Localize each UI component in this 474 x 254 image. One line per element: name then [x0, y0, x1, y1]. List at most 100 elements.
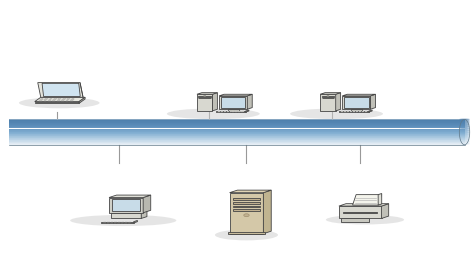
Ellipse shape [459, 144, 470, 145]
Ellipse shape [459, 123, 470, 124]
Polygon shape [378, 194, 382, 205]
Polygon shape [369, 110, 372, 112]
Bar [9, 132, 465, 133]
Circle shape [327, 95, 329, 97]
Bar [41, 98, 44, 99]
Ellipse shape [459, 135, 470, 136]
Polygon shape [229, 190, 271, 193]
Bar [9, 123, 465, 124]
Bar [9, 135, 465, 136]
Ellipse shape [459, 129, 470, 130]
Bar [9, 136, 465, 137]
Polygon shape [219, 94, 252, 96]
Polygon shape [111, 213, 141, 218]
Polygon shape [339, 111, 369, 112]
Bar [72, 98, 74, 99]
Bar [70, 100, 73, 101]
Ellipse shape [459, 130, 470, 131]
Ellipse shape [459, 121, 470, 122]
Polygon shape [247, 94, 252, 109]
Bar [9, 128, 465, 129]
Bar [9, 133, 465, 134]
Ellipse shape [459, 124, 470, 125]
Bar [66, 100, 68, 101]
Polygon shape [228, 109, 239, 111]
Polygon shape [109, 198, 143, 213]
Polygon shape [221, 97, 245, 108]
Polygon shape [353, 195, 382, 205]
Ellipse shape [459, 140, 470, 141]
Ellipse shape [459, 142, 470, 143]
Polygon shape [42, 83, 80, 97]
Bar [9, 140, 465, 141]
Polygon shape [219, 96, 247, 109]
Bar [9, 124, 465, 125]
Bar [40, 99, 43, 100]
Polygon shape [233, 198, 260, 200]
Polygon shape [320, 93, 341, 94]
Polygon shape [344, 97, 368, 108]
Polygon shape [342, 96, 371, 109]
Ellipse shape [459, 137, 470, 138]
Bar [9, 141, 465, 142]
Polygon shape [339, 206, 382, 218]
Bar [53, 99, 56, 100]
Bar [62, 99, 65, 100]
Polygon shape [351, 109, 362, 111]
Polygon shape [233, 209, 260, 211]
Bar [45, 99, 47, 100]
Polygon shape [143, 195, 151, 213]
Ellipse shape [326, 215, 404, 225]
Ellipse shape [215, 230, 278, 240]
Polygon shape [371, 94, 375, 109]
Bar [54, 98, 57, 99]
Ellipse shape [19, 98, 100, 108]
Polygon shape [343, 212, 377, 213]
Polygon shape [35, 102, 79, 103]
Ellipse shape [459, 143, 470, 144]
Bar [61, 100, 64, 101]
Polygon shape [212, 93, 218, 111]
Polygon shape [80, 83, 83, 97]
Polygon shape [216, 111, 246, 112]
Bar [45, 98, 48, 99]
Bar [9, 131, 465, 132]
Bar [9, 122, 465, 123]
Bar [9, 120, 465, 121]
Polygon shape [346, 111, 366, 113]
Polygon shape [109, 195, 151, 198]
Polygon shape [197, 94, 212, 111]
Ellipse shape [459, 132, 470, 133]
Polygon shape [233, 202, 260, 204]
Polygon shape [134, 220, 137, 223]
Ellipse shape [459, 122, 470, 123]
Polygon shape [223, 111, 243, 113]
Bar [9, 144, 465, 145]
Bar [9, 119, 465, 120]
Bar [9, 125, 465, 126]
Ellipse shape [167, 108, 260, 119]
Bar [53, 100, 55, 101]
Circle shape [204, 95, 206, 97]
Polygon shape [264, 190, 271, 234]
Polygon shape [112, 199, 140, 211]
Ellipse shape [459, 120, 470, 121]
Bar [67, 98, 70, 99]
Bar [57, 100, 60, 101]
Bar [9, 126, 465, 127]
Polygon shape [101, 222, 134, 223]
Polygon shape [341, 218, 369, 222]
Ellipse shape [459, 125, 470, 126]
Ellipse shape [459, 138, 470, 139]
Bar [9, 127, 465, 128]
Bar [48, 100, 51, 101]
Polygon shape [228, 232, 265, 234]
Ellipse shape [459, 127, 470, 128]
Ellipse shape [459, 134, 470, 135]
Ellipse shape [459, 133, 470, 134]
Ellipse shape [459, 141, 470, 142]
Bar [66, 99, 69, 100]
Polygon shape [111, 211, 147, 213]
Bar [9, 129, 465, 130]
Ellipse shape [290, 108, 383, 119]
